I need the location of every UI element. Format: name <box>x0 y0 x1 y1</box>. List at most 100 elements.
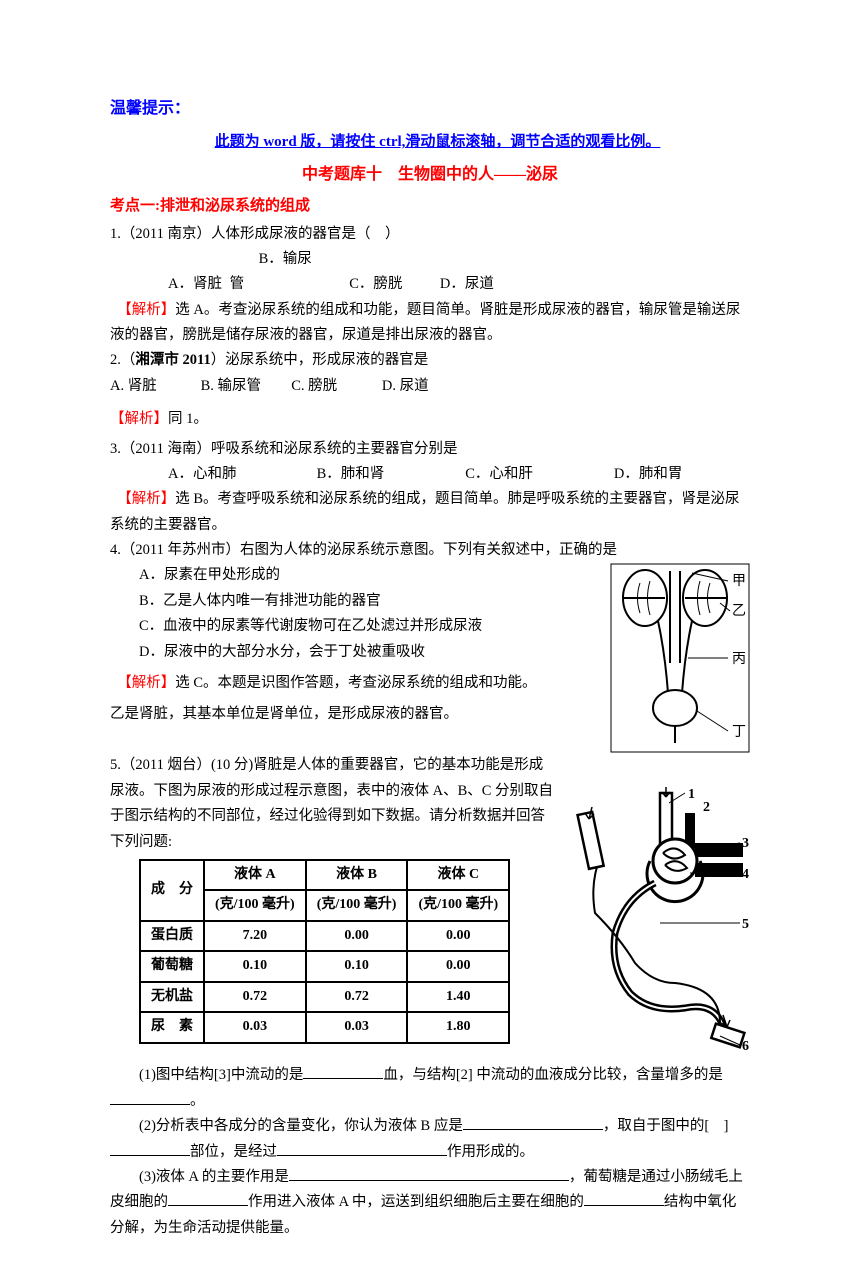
q2-opt-c: C. 膀胱 <box>291 374 378 399</box>
urinary-system-icon: 甲 乙 丙 丁 <box>610 563 750 753</box>
table-cell: 0.00 <box>407 951 509 982</box>
q5-stem: 5.（2011 烟台）(10 分)肾脏是人体的重要器官，它的基本功能是形成尿液。… <box>110 753 555 855</box>
q3-stem: 3.（2011 海南）呼吸系统和泌尿系统的主要器官分别是 <box>110 437 750 462</box>
q4-stem: 4.（2011 年苏州市）右图为人体的泌尿系统示意图。下列有关叙述中，正确的是 <box>110 538 750 563</box>
table-row: 葡萄糖 0.10 0.10 0.00 <box>140 951 509 982</box>
svg-text:3: 3 <box>742 836 749 851</box>
table-cell: 尿 素 <box>140 1012 204 1043</box>
q4-analysis-text-1: 选 C。本题是识图作答题，考查泌尿系统的组成和功能。 <box>175 675 536 691</box>
section-title-1: 考点一:排泄和泌尿系统的组成 <box>110 193 750 219</box>
table-cell: (克/100 毫升) <box>306 890 408 921</box>
svg-text:2: 2 <box>703 800 710 815</box>
q5-sub1: (1)图中结构[3]中流动的是血，与结构[2] 中流动的血液成分比较，含量增多的… <box>110 1063 750 1114</box>
q1-analysis: 【解析】选 A。考查泌尿系统的组成和功能，题目简单。肾脏是形成尿液的器官，输尿管… <box>110 298 750 349</box>
q3-analysis: 【解析】选 B。考查呼吸系统和泌尿系统的组成，题目简单。肺是呼吸系统的主要器官，… <box>110 487 750 538</box>
q1-options: A．肾脏 B．输尿管 C．膀胱 D．尿道 <box>110 247 750 298</box>
table-cell: 0.00 <box>407 921 509 952</box>
question-4: 4.（2011 年苏州市）右图为人体的泌尿系统示意图。下列有关叙述中，正确的是 … <box>110 538 750 753</box>
q5-sub1b: 血，与结构[2] 中流动的血液成分比较，含量增多的是 <box>383 1067 723 1083</box>
q5-sub2: (2)分析表中各成分的含量变化，你认为液体 B 应是 ，取自于图中的[ ] 部位，是… <box>110 1114 750 1165</box>
question-1: 1.（2011 南京）人体形成尿液的器官是（ ） A．肾脏 B．输尿管 C．膀胱… <box>110 222 750 349</box>
q5-sub3a: (3)液体 A 的主要作用是 <box>139 1169 289 1185</box>
svg-text:乙: 乙 <box>732 603 746 619</box>
table-cell: 0.72 <box>204 982 306 1013</box>
table-row: 成 分 液体 A 液体 B 液体 C <box>140 860 509 891</box>
nephron-icon: 1 2 3 4 5 6 <box>565 783 750 1063</box>
table-header: 液体 B <box>306 860 408 891</box>
q5-sub2d: 作用形成的。 <box>447 1144 534 1160</box>
blank <box>584 1190 664 1206</box>
table-header: 液体 C <box>407 860 509 891</box>
svg-text:甲: 甲 <box>732 574 746 589</box>
q3-opt-b: B．肺和肾 <box>288 462 433 487</box>
q1-opt-a: A．肾脏 <box>139 272 226 297</box>
q3-opt-a: A．心和肺 <box>139 462 284 487</box>
tip-title: 温馨提示： <box>110 95 750 123</box>
table-cell: 0.03 <box>204 1012 306 1043</box>
q5-sub1c: 。 <box>190 1093 205 1109</box>
q3-options: A．心和肺 B．肺和肾 C．心和肝 D．肺和胃 <box>110 462 750 487</box>
q1-stem: 1.（2011 南京）人体形成尿液的器官是（ ） <box>110 222 750 247</box>
q1-opt-b: B．输尿管 <box>230 247 317 298</box>
table-row: 尿 素 0.03 0.03 1.80 <box>140 1012 509 1043</box>
svg-text:丙: 丙 <box>732 652 746 667</box>
table-cell: 0.10 <box>306 951 408 982</box>
table-cell: 无机盐 <box>140 982 204 1013</box>
q2-opt-d: D. 尿道 <box>382 374 469 399</box>
q1-opt-c: C．膀胱 <box>320 272 407 297</box>
table-cell: 0.03 <box>306 1012 408 1043</box>
blank <box>289 1165 569 1181</box>
table-cell: 蛋白质 <box>140 921 204 952</box>
blank <box>110 1089 190 1105</box>
question-2: 2.（湘潭市 2011）泌尿系统中，形成尿液的器官是 A. 肾脏 B. 输尿管 … <box>110 348 750 432</box>
q5-table: 成 分 液体 A 液体 B 液体 C (克/100 毫升) (克/100 毫升)… <box>139 859 510 1044</box>
q1-analysis-text: 选 A。考查泌尿系统的组成和功能，题目简单。肾脏是形成尿液的器官，输尿管是输送尿… <box>110 302 740 343</box>
q2-stem-bold: 湘潭市 2011 <box>135 352 210 368</box>
q2-stem-prefix: 2.（ <box>110 352 135 368</box>
blank <box>110 1140 190 1156</box>
q2-stem-suffix: ）泌尿系统中，形成尿液的器官是 <box>211 352 429 368</box>
table-cell: 1.40 <box>407 982 509 1013</box>
q4-diagram: 甲 乙 丙 丁 <box>610 563 750 753</box>
q3-analysis-text: 选 B。考查呼吸系统和泌尿系统的组成，题目简单。肺是呼吸系统的主要器官，肾是泌尿… <box>110 491 740 532</box>
q5-diagram: 1 2 3 4 5 6 <box>565 783 750 1063</box>
table-cell: 0.72 <box>306 982 408 1013</box>
q5-sub3: (3)液体 A 的主要作用是，葡萄糖是通过小肠绒毛上皮细胞的作用进入液体 A 中… <box>110 1165 750 1241</box>
svg-text:丁: 丁 <box>732 725 746 740</box>
q3-opt-d: D．肺和胃 <box>585 462 682 487</box>
table-cell: (克/100 毫升) <box>407 890 509 921</box>
table-cell: 7.20 <box>204 921 306 952</box>
q2-opt-b: B. 输尿管 <box>201 374 288 399</box>
table-cell: 1.80 <box>407 1012 509 1043</box>
q2-stem: 2.（湘潭市 2011）泌尿系统中，形成尿液的器官是 <box>110 348 750 373</box>
svg-text:5: 5 <box>742 917 749 932</box>
table-row: 蛋白质 7.20 0.00 0.00 <box>140 921 509 952</box>
q2-analysis: 【解析】同 1。 <box>110 407 750 432</box>
q2-opt-a: A. 肾脏 <box>110 374 197 399</box>
q5-sub2c: 部位，是经过 <box>190 1144 277 1160</box>
q2-options: A. 肾脏 B. 输尿管 C. 膀胱 D. 尿道 <box>110 374 750 399</box>
blank <box>303 1063 383 1079</box>
table-header: 液体 A <box>204 860 306 891</box>
svg-text:4: 4 <box>742 867 749 882</box>
table-cell: 0.10 <box>204 951 306 982</box>
table-cell: 葡萄糖 <box>140 951 204 982</box>
blank <box>463 1114 603 1130</box>
q2-analysis-text: 同 1。 <box>168 411 208 427</box>
q5-sub3c: 作用进入液体 A 中，运送到组织细胞后主要在细胞的 <box>248 1194 584 1210</box>
subtitle: 此题为 word 版，请按住 ctrl,滑动鼠标滚轴，调节合适的观看比例。 <box>110 129 750 155</box>
q5-sub2b: ，取自于图中的[ ] <box>603 1118 729 1134</box>
table-cell: 0.00 <box>306 921 408 952</box>
analysis-label: 【解析】 <box>110 411 168 427</box>
question-5: 5.（2011 烟台）(10 分)肾脏是人体的重要器官，它的基本功能是形成尿液。… <box>110 753 750 1241</box>
q1-opt-d: D．尿道 <box>411 272 498 297</box>
analysis-label: 【解析】 <box>117 302 175 318</box>
q3-opt-c: C．心和肝 <box>436 462 581 487</box>
table-row: 无机盐 0.72 0.72 1.40 <box>140 982 509 1013</box>
table-cell: (克/100 毫升) <box>204 890 306 921</box>
blank <box>277 1140 447 1156</box>
analysis-label: 【解析】 <box>117 675 175 691</box>
q5-sub2a: (2)分析表中各成分的含量变化，你认为液体 B 应是 <box>139 1118 463 1134</box>
main-title: 中考题库十 生物圈中的人——泌尿 <box>110 161 750 189</box>
svg-text:6: 6 <box>742 1039 749 1054</box>
